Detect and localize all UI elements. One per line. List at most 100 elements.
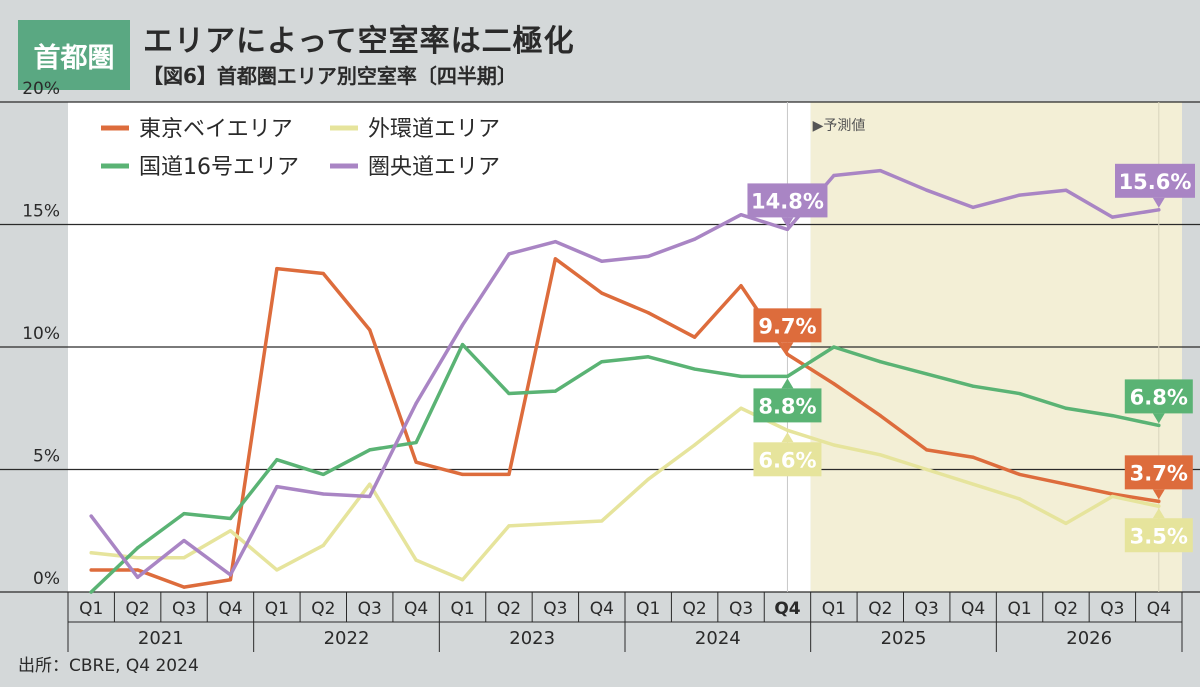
legend-label: 東京ベイエリア (139, 117, 293, 142)
callout-label: 6.8% (1130, 385, 1188, 409)
data-point (1017, 497, 1022, 501)
series-line-1 (89, 406, 1161, 582)
x-quarter-label: Q1 (265, 599, 289, 619)
chart-subtitle: 【図6】首都圏エリア別空室率〔四半期〕 (143, 64, 517, 88)
data-point (321, 492, 325, 496)
data-point (646, 311, 650, 315)
x-quarter-label: Q4 (590, 599, 614, 619)
x-quarter-label: Q3 (543, 599, 567, 619)
data-point (368, 328, 372, 332)
data-point (460, 472, 465, 476)
data-point (1110, 492, 1114, 496)
data-point (89, 551, 93, 555)
data-point (600, 360, 604, 364)
data-point (182, 538, 186, 543)
data-point (693, 237, 697, 241)
series-line-0 (89, 257, 1161, 589)
data-point (646, 355, 650, 359)
callout-pointer (781, 378, 794, 389)
data-point (136, 556, 140, 560)
data-point (507, 472, 511, 476)
data-point (182, 511, 186, 516)
data-point (460, 323, 465, 327)
series-line-2 (89, 342, 1161, 594)
x-quarter-label: Q3 (729, 599, 753, 619)
data-point (832, 345, 836, 349)
callout-box (753, 442, 822, 477)
data-point (414, 558, 418, 562)
data-point (971, 205, 975, 209)
region-badge: 首都圏 (18, 20, 130, 90)
data-point (739, 284, 743, 288)
data-point (228, 573, 233, 577)
x-quarter-label: Q3 (172, 599, 196, 619)
callout-pointer (1152, 489, 1165, 500)
callout-label: 15.6% (1119, 170, 1192, 194)
forecast-label: ▶予測値 (813, 118, 866, 134)
data-point (1110, 215, 1114, 219)
data-point (321, 472, 325, 476)
callout-pointer (781, 432, 794, 443)
callout-box (753, 388, 822, 423)
x-year-label: 2024 (695, 628, 741, 649)
data-point (414, 401, 418, 405)
y-tick-label: 5% (33, 447, 60, 467)
data-point (89, 568, 93, 572)
data-point (507, 391, 511, 396)
data-point (553, 389, 557, 393)
data-point (1064, 406, 1068, 410)
data-point (228, 516, 233, 521)
callout-pointer (1152, 413, 1165, 424)
x-quarter-label: Q1 (450, 599, 474, 619)
data-point (785, 227, 790, 231)
callout-label: 6.6% (758, 448, 816, 472)
data-point (460, 578, 465, 582)
data-point (553, 257, 557, 261)
data-point (832, 382, 836, 386)
data-point (275, 458, 279, 462)
x-quarter-label: Q4 (774, 599, 800, 619)
data-point (89, 590, 93, 594)
callout-pointer (1152, 508, 1165, 519)
data-point (368, 482, 372, 486)
data-point (507, 524, 511, 528)
x-quarter-label: Q4 (961, 599, 985, 619)
data-point (693, 335, 697, 339)
x-year-label: 2023 (509, 628, 555, 649)
series-line-3 (89, 168, 1161, 580)
data-point (925, 448, 929, 452)
data-point (600, 291, 604, 295)
data-point (275, 485, 279, 489)
data-point (1017, 472, 1022, 476)
data-point (785, 374, 790, 378)
legend-label: 外環道エリア (368, 117, 500, 142)
source-note: 出所：CBRE, Q4 2024 (18, 656, 199, 676)
callout-label: 14.8% (751, 189, 824, 213)
callout-box (747, 183, 828, 218)
data-point (1157, 423, 1161, 427)
data-point (1157, 208, 1161, 212)
x-quarter-label: Q3 (915, 599, 939, 619)
data-point (739, 406, 743, 410)
data-point (228, 529, 233, 533)
y-tick-label: 0% (33, 569, 60, 589)
y-tick-label: 10% (22, 324, 60, 344)
data-point (832, 173, 836, 178)
data-point (553, 240, 557, 244)
x-quarter-label: Q1 (79, 599, 103, 619)
x-quarter-label: Q1 (1007, 599, 1031, 619)
data-point (1110, 494, 1114, 499)
data-point (182, 556, 186, 560)
data-point (460, 342, 465, 347)
legend-label: 国道16号エリア (139, 155, 299, 180)
x-quarter-label: Q2 (868, 599, 892, 619)
data-point (228, 578, 233, 582)
x-quarter-label: Q4 (404, 599, 428, 619)
data-point (785, 428, 790, 432)
x-quarter-label: Q1 (822, 599, 846, 619)
data-point (368, 448, 372, 452)
callout-label: 3.5% (1130, 524, 1188, 548)
data-point (1157, 504, 1161, 508)
x-quarter-label: Q2 (311, 599, 335, 619)
